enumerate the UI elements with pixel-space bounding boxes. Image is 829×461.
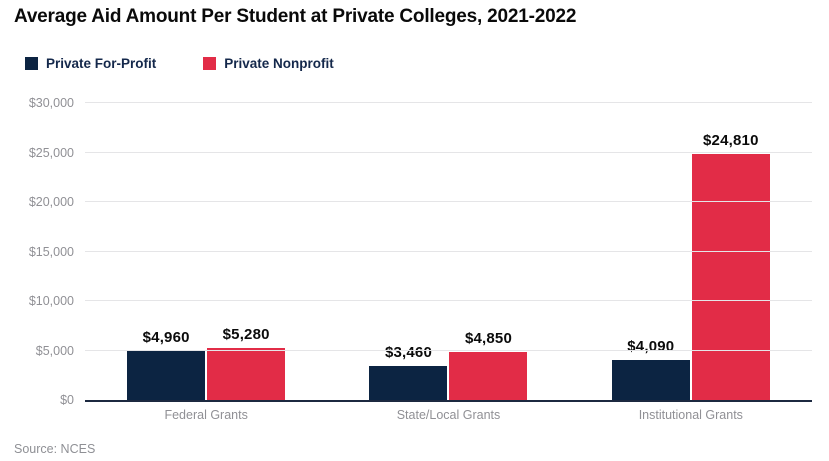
bar-value-label: $24,810	[703, 132, 759, 150]
source-note: Source: NCES	[14, 442, 96, 456]
nonprofit-swatch-icon	[203, 57, 217, 70]
bar	[127, 350, 206, 400]
for-profit-swatch-icon	[25, 57, 38, 70]
bar-group: $3,460 $4,850	[327, 103, 569, 400]
bar	[611, 359, 690, 400]
y-axis-tick-label: $30,000	[28, 96, 74, 110]
y-axis-tick-label: $15,000	[28, 244, 74, 259]
bar-column: $5,280	[207, 103, 286, 400]
gridline	[85, 201, 812, 202]
legend-item-for-profit: Private For-Profit	[25, 56, 156, 71]
x-axis-category-label: Institutional Grants	[638, 408, 743, 422]
bar	[369, 365, 448, 400]
legend-item-nonprofit: Private Nonprofit	[203, 56, 334, 71]
x-axis-category-labels: Federal Grants State/Local Grants Institut…	[85, 408, 812, 422]
legend-label: Private For-Profit	[46, 56, 157, 71]
x-axis-category-label: State/Local Grants	[396, 408, 501, 422]
bar	[449, 352, 528, 400]
bar-column: $3,460	[369, 103, 448, 400]
y-axis-tick-label: $10,000	[28, 294, 74, 308]
bar-value-label: $3,460	[384, 343, 433, 361]
chart-title: Average Aid Amount Per Student at Privat…	[14, 6, 577, 27]
bar-group: $4,960 $5,280	[85, 103, 327, 400]
x-axis-category-label: Federal Grants	[164, 408, 248, 422]
gridline	[85, 151, 812, 153]
bar-column: $4,090	[611, 103, 690, 400]
bar-column: $24,810	[691, 103, 770, 400]
y-axis-tick-label: $0	[60, 393, 74, 407]
legend: Private For-Profit Private Nonprofit	[25, 56, 334, 71]
bar	[691, 154, 770, 400]
y-axis-tick-label: $25,000	[28, 145, 74, 160]
bar-value-label: $4,090	[627, 337, 675, 355]
y-axis-tick-label: $5,000	[35, 343, 74, 358]
y-axis-tick-label: $20,000	[28, 195, 74, 209]
bar-column: $4,960	[127, 103, 206, 400]
bar-value-label: $4,960	[142, 328, 190, 346]
gridline	[85, 250, 812, 252]
bar-value-label: $5,280	[222, 325, 270, 343]
plot-area: $4,960 $5,280 $3,460 $4,850 $4,090 $24,810 $0…	[29, 96, 812, 407]
gridline	[85, 300, 812, 301]
gridline	[85, 102, 812, 103]
bar-groups: $4,960 $5,280 $3,460 $4,850 $4,090 $24,810	[85, 103, 812, 400]
bar-column: $4,850	[449, 103, 528, 400]
bar	[207, 347, 286, 400]
legend-label: Private Nonprofit	[224, 56, 334, 71]
gridline	[85, 349, 812, 351]
bar-value-label: $4,850	[464, 330, 513, 347]
bar-group: $4,090 $24,810	[570, 103, 812, 400]
